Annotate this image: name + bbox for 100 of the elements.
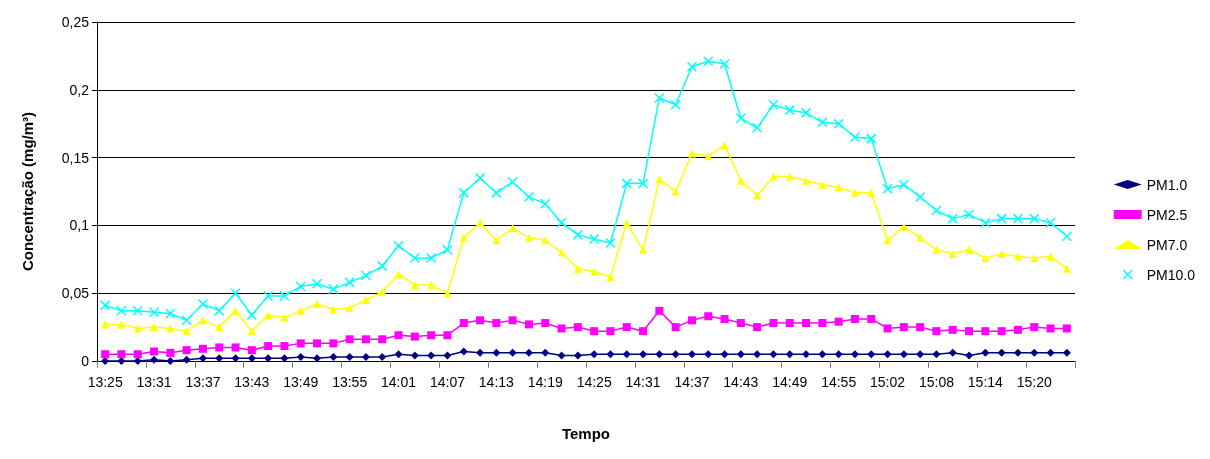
x-tick-label: 14:31: [625, 374, 661, 390]
legend-label: PM7.0: [1146, 236, 1188, 253]
point: [1029, 213, 1040, 224]
point: [541, 348, 550, 357]
point: [101, 357, 110, 365]
point: [1062, 264, 1071, 273]
x-tick-label: 14:37: [674, 374, 710, 390]
y-axis-title: Concentração (mg/m³): [19, 111, 36, 272]
point: [198, 344, 207, 353]
point: [735, 113, 747, 124]
point: [345, 335, 354, 344]
point: [802, 350, 811, 359]
point: [344, 277, 355, 288]
point: [524, 233, 533, 242]
legend-label: PM2.5: [1146, 206, 1188, 223]
point: [1013, 348, 1022, 357]
point: [867, 314, 876, 323]
point: [588, 233, 600, 245]
point: [882, 183, 893, 195]
point: [231, 354, 240, 363]
point: [850, 350, 859, 359]
point: [361, 335, 370, 344]
x-axis-title: Tempo: [561, 425, 611, 442]
point: [182, 355, 191, 364]
y-tick-label: 0,05: [61, 285, 90, 302]
point: [932, 327, 941, 336]
point: [637, 178, 649, 189]
point: [1030, 253, 1039, 262]
point: [850, 314, 859, 323]
point: [948, 325, 957, 334]
point: [997, 327, 1006, 336]
point: [768, 99, 779, 110]
point: [247, 354, 256, 363]
point: [459, 319, 468, 328]
point: [101, 350, 110, 359]
point: [1046, 348, 1055, 357]
point: [524, 320, 533, 329]
point: [557, 324, 566, 333]
point: [883, 324, 892, 333]
point: [671, 323, 680, 332]
x-tick-label: 15:14: [967, 374, 1004, 390]
point: [557, 248, 566, 257]
x-tick-label: 14:13: [478, 374, 515, 390]
point: [361, 295, 370, 304]
point: [264, 310, 273, 319]
point: [280, 354, 289, 363]
point: [427, 351, 436, 360]
point: [916, 233, 925, 242]
point: [654, 92, 665, 104]
point: [849, 132, 861, 143]
point: [850, 188, 859, 197]
point: [963, 209, 975, 220]
point: [230, 287, 241, 299]
point: [965, 351, 974, 360]
point: [166, 357, 175, 365]
point: [670, 99, 681, 110]
point: [181, 315, 192, 326]
point: [378, 352, 387, 361]
y-tick-label: 0,15: [61, 149, 90, 166]
point: [719, 58, 730, 70]
point: [313, 300, 322, 309]
point: [280, 342, 289, 351]
point: [311, 278, 323, 289]
point: [198, 354, 207, 363]
point: [198, 316, 207, 325]
point: [753, 191, 762, 200]
point: [785, 172, 794, 181]
y-tick-label: 0: [81, 353, 90, 369]
point: [394, 350, 403, 359]
point: [784, 104, 795, 116]
point: [182, 346, 191, 355]
point: [753, 323, 762, 332]
point: [264, 342, 273, 351]
x-tick-label: 13:37: [185, 374, 221, 390]
point: [736, 350, 745, 359]
point: [328, 283, 339, 295]
point: [117, 320, 126, 329]
point: [1046, 324, 1055, 333]
point: [476, 218, 485, 227]
point: [802, 176, 811, 185]
x-tick-label: 14:19: [527, 374, 563, 390]
point: [1046, 252, 1055, 261]
point: [166, 348, 175, 357]
point: [720, 314, 729, 323]
x-tick-label: 14:25: [576, 374, 612, 390]
point: [899, 323, 908, 332]
point: [313, 339, 322, 348]
point: [655, 350, 664, 359]
point: [295, 281, 306, 292]
x-tick-label: 13:31: [136, 374, 172, 390]
point: [834, 350, 843, 359]
point: [980, 217, 991, 228]
point: [573, 351, 582, 360]
point: [981, 327, 990, 336]
point: [671, 350, 680, 359]
point: [1013, 252, 1022, 261]
point: [231, 343, 240, 352]
point: [458, 187, 469, 199]
point: [197, 298, 209, 310]
point: [215, 354, 224, 363]
